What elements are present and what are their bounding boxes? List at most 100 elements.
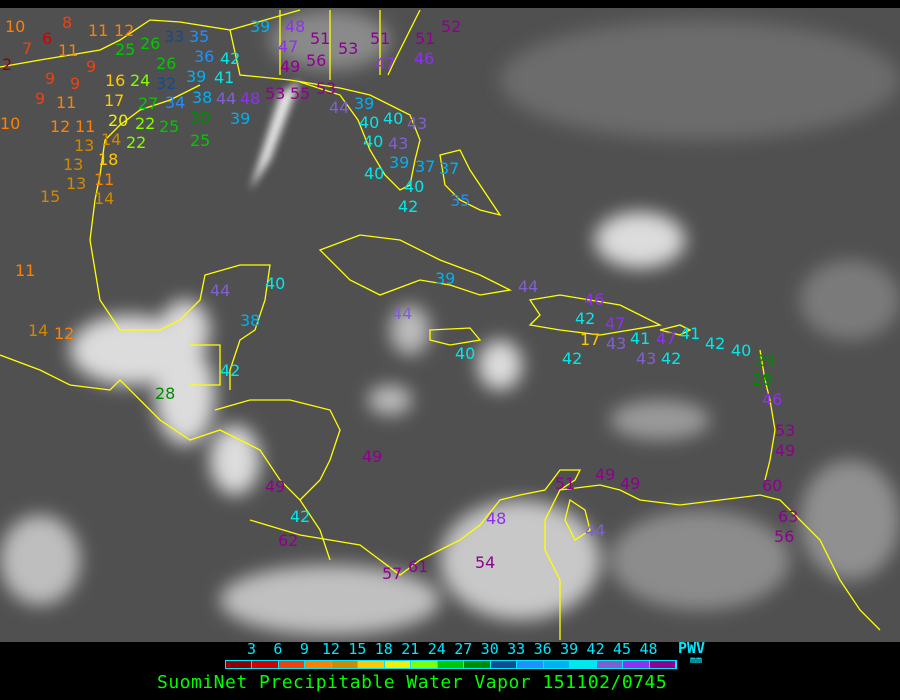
station-pwv-value: 47 — [375, 54, 395, 73]
station-pwv-value: 7 — [22, 39, 32, 58]
station-pwv-value: 56 — [306, 51, 326, 70]
station-pwv-value: 42 — [290, 507, 310, 526]
station-pwv-value: 14 — [94, 189, 114, 208]
color-bin — [464, 661, 491, 668]
station-pwv-value: 35 — [450, 191, 470, 210]
color-bin — [384, 661, 412, 668]
color-bin — [305, 661, 332, 668]
station-pwv-value: 26 — [156, 54, 176, 73]
station-pwv-value: 46 — [414, 49, 434, 68]
station-pwv-value: 53 — [775, 421, 795, 440]
station-pwv-value: 41 — [630, 329, 650, 348]
station-pwv-value: 13 — [63, 155, 83, 174]
legend-tick: 33 — [507, 640, 526, 658]
station-pwv-value: 60 — [762, 476, 782, 495]
station-pwv-value: 10 — [5, 17, 25, 36]
station-pwv-value: 9 — [86, 57, 96, 76]
unit-label: PWV — [678, 639, 706, 657]
station-pwv-value: 43 — [606, 334, 626, 353]
station-pwv-value: 42 — [562, 349, 582, 368]
color-scale-bar — [225, 660, 677, 669]
station-pwv-value: 40 — [383, 109, 403, 128]
legend-tick: 18 — [374, 640, 393, 658]
station-pwv-value: 38 — [192, 88, 212, 107]
station-pwv-value: 48 — [486, 509, 506, 528]
station-pwv-value: 13 — [66, 174, 86, 193]
station-pwv-value: 11 — [56, 93, 76, 112]
station-pwv-value: 14 — [101, 130, 121, 149]
station-pwv-value: 49 — [280, 57, 300, 76]
station-pwv-value: 53 — [338, 39, 358, 58]
station-pwv-value: 43 — [407, 114, 427, 133]
station-pwv-value: 18 — [98, 150, 118, 169]
station-pwv-value: 61 — [408, 557, 428, 576]
station-pwv-value: 28 — [155, 384, 175, 403]
station-pwv-value: 39 — [389, 153, 409, 172]
station-pwv-value: 48 — [240, 89, 260, 108]
station-pwv-value: 14 — [28, 321, 48, 340]
station-pwv-value: 42 — [220, 49, 240, 68]
station-pwv-value: 47 — [656, 329, 676, 348]
station-pwv-value: 39 — [250, 17, 270, 36]
station-pwv-value: 49 — [265, 477, 285, 496]
station-pwv-value: 16 — [105, 71, 125, 90]
station-pwv-value: 2 — [2, 55, 12, 74]
legend-tick: 27 — [454, 640, 473, 658]
station-pwv-value: 8 — [62, 13, 72, 32]
station-pwv-value: 9 — [70, 74, 80, 93]
station-pwv-value: 17 — [104, 91, 124, 110]
station-pwv-value: 30 — [190, 108, 210, 127]
station-pwv-value: 9 — [35, 89, 45, 108]
legend-tick: 24 — [427, 640, 446, 658]
station-pwv-value: 40 — [731, 341, 751, 360]
station-pwv-value: 10 — [0, 114, 20, 133]
station-pwv-value: 44 — [210, 281, 230, 300]
color-bin — [278, 661, 306, 668]
color-bin — [649, 661, 676, 668]
color-bin — [331, 661, 359, 668]
station-pwv-value: 46 — [762, 390, 782, 409]
legend-tick: 30 — [480, 640, 499, 658]
station-pwv-value: 51 — [310, 29, 330, 48]
station-pwv-value: 39 — [186, 67, 206, 86]
station-pwv-value: 37 — [415, 157, 435, 176]
legend-tick: 36 — [533, 640, 552, 658]
station-pwv-value: 11 — [88, 21, 108, 40]
station-pwv-value: 55 — [290, 84, 310, 103]
station-pwv-value: 40 — [455, 344, 475, 363]
station-pwv-value: 51 — [415, 29, 435, 48]
color-bin — [596, 661, 624, 668]
station-pwv-value: 44 — [518, 277, 538, 296]
station-pwv-value: 40 — [359, 113, 379, 132]
station-pwv-value: 26 — [140, 34, 160, 53]
station-pwv-value: 12 — [114, 21, 134, 40]
color-bin — [517, 661, 544, 668]
station-pwv-value: 42 — [575, 309, 595, 328]
station-pwv-value: 25 — [115, 40, 135, 59]
station-pwv-value: 11 — [94, 170, 114, 189]
station-pwv-value: 24 — [130, 71, 150, 90]
color-bin — [252, 661, 279, 668]
station-pwv-value: 28 — [752, 370, 772, 389]
station-pwv-value: 38 — [240, 311, 260, 330]
station-pwv-value: 33 — [164, 27, 184, 46]
station-pwv-value: 9 — [45, 69, 55, 88]
station-pwv-value: 41 — [214, 68, 234, 87]
station-pwv-value: 40 — [364, 164, 384, 183]
station-pwv-value: 40 — [363, 132, 383, 151]
station-pwv-value: 43 — [636, 349, 656, 368]
legend-tick: 21 — [401, 640, 420, 658]
station-pwv-value: 15 — [40, 187, 60, 206]
station-pwv-value: 39 — [230, 109, 250, 128]
station-pwv-value: 25 — [190, 131, 210, 150]
station-pwv-value: 12 — [54, 324, 74, 343]
color-bin — [226, 661, 253, 668]
station-pwv-value: 37 — [439, 159, 459, 178]
color-bin — [623, 661, 650, 668]
station-pwv-value: 49 — [362, 447, 382, 466]
product-title: SuomiNet Precipitable Water Vapor 151102… — [157, 672, 668, 693]
station-pwv-value: 62 — [278, 531, 298, 550]
legend-tick: 42 — [586, 640, 605, 658]
